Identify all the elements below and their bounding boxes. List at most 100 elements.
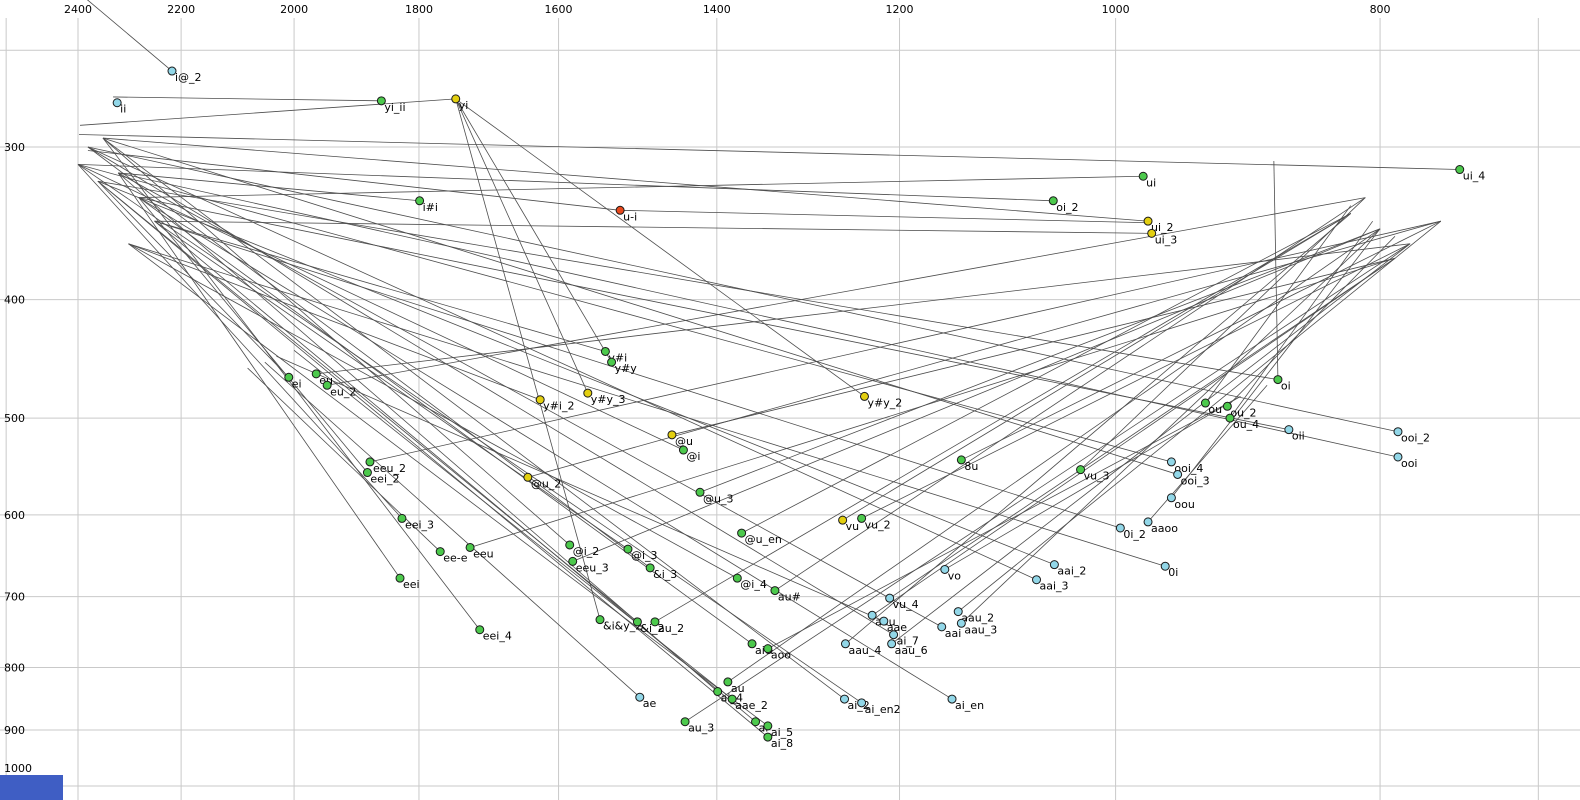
data-point bbox=[475, 625, 485, 635]
trajectory-line bbox=[118, 172, 1399, 458]
data-point-label: ai_en bbox=[955, 699, 984, 712]
data-point bbox=[947, 694, 957, 704]
trajectory-line bbox=[154, 220, 606, 352]
data-point bbox=[867, 610, 877, 620]
x-tick-label: 1600 bbox=[545, 3, 573, 16]
data-point-label: eei_3 bbox=[405, 518, 434, 531]
data-point bbox=[763, 721, 773, 731]
data-point-label: vu_2 bbox=[865, 518, 891, 531]
data-point-label: au bbox=[731, 682, 745, 695]
trajectory-line bbox=[871, 257, 1396, 616]
data-point bbox=[1147, 228, 1157, 238]
data-point bbox=[1143, 517, 1153, 527]
data-point-label: ei bbox=[292, 377, 302, 390]
data-point-label: aau_3 bbox=[964, 623, 997, 636]
data-point bbox=[713, 687, 723, 697]
trajectory-line bbox=[79, 98, 456, 126]
trajectory-line bbox=[97, 180, 1055, 566]
data-point-label: ou bbox=[1208, 403, 1222, 416]
trajectory-line bbox=[97, 180, 1278, 380]
data-point-label: yi_ii bbox=[384, 101, 405, 114]
data-point bbox=[607, 357, 617, 367]
data-point-label: eei_4 bbox=[483, 630, 512, 643]
data-point bbox=[395, 573, 405, 583]
x-tick-label: 1800 bbox=[405, 3, 433, 16]
data-point bbox=[857, 698, 867, 708]
trajectory-line bbox=[117, 172, 718, 692]
data-point-label: aau_4 bbox=[848, 644, 881, 657]
trajectory-line bbox=[117, 172, 942, 628]
x-tick-label: 2400 bbox=[64, 3, 92, 16]
data-point bbox=[956, 455, 966, 465]
data-point-label: @u_en bbox=[745, 533, 782, 546]
trajectory-line bbox=[77, 164, 1172, 463]
data-point bbox=[322, 380, 332, 390]
trajectory-line bbox=[727, 228, 1381, 683]
data-point-label: ui_4 bbox=[1463, 170, 1486, 183]
data-point-label: &i_2 bbox=[640, 622, 664, 635]
corner-swatch bbox=[0, 775, 63, 800]
data-point-label: eeu bbox=[473, 547, 494, 560]
trajectory-line bbox=[671, 257, 1396, 436]
data-point bbox=[1284, 425, 1294, 435]
data-point-label: ii bbox=[120, 103, 126, 116]
data-point bbox=[365, 457, 375, 467]
trajectory-line bbox=[684, 243, 1411, 723]
data-point-label: ai_7 bbox=[897, 635, 919, 648]
x-tick-label: 2000 bbox=[280, 3, 308, 16]
data-point bbox=[747, 639, 757, 649]
data-point bbox=[838, 515, 848, 525]
data-point-label: ooi_2 bbox=[1401, 432, 1430, 445]
data-point-label: ai_en2 bbox=[865, 703, 901, 716]
trajectory-line bbox=[889, 257, 1396, 599]
data-point bbox=[1225, 413, 1235, 423]
data-point bbox=[1166, 457, 1176, 467]
data-point-label: ou_2 bbox=[1230, 406, 1256, 419]
data-point bbox=[1200, 398, 1210, 408]
data-point bbox=[376, 96, 386, 106]
data-point bbox=[583, 388, 593, 398]
data-point-label: aoo bbox=[771, 649, 791, 662]
trajectory-line bbox=[128, 243, 738, 579]
data-point-label: eeu_3 bbox=[576, 561, 609, 574]
data-point-label: y#i_2 bbox=[543, 400, 574, 413]
y-tick-label: 800 bbox=[4, 662, 25, 675]
trajectory-line bbox=[102, 137, 570, 546]
data-point-label: vu bbox=[846, 520, 859, 533]
data-point bbox=[645, 563, 655, 573]
y-tick-label: 900 bbox=[4, 724, 25, 737]
trajectory-line bbox=[102, 137, 481, 630]
data-point bbox=[840, 639, 850, 649]
y-tick-label: 700 bbox=[4, 591, 25, 604]
trajectory-line bbox=[86, 0, 173, 72]
data-point bbox=[1049, 560, 1059, 570]
trajectory-line bbox=[128, 243, 769, 727]
trajectory-line bbox=[961, 228, 1381, 624]
data-point-label: eu_2 bbox=[330, 385, 356, 398]
data-point-label: ee-e bbox=[443, 552, 468, 565]
data-point-label: @u bbox=[675, 435, 693, 448]
trajectory-line bbox=[861, 243, 1411, 519]
data-point bbox=[635, 692, 645, 702]
trajectory-line bbox=[102, 137, 845, 700]
data-point-label: &i_3 bbox=[653, 568, 677, 581]
data-point bbox=[565, 540, 575, 550]
data-point-label: ui bbox=[1146, 176, 1156, 189]
data-point-label: y#y bbox=[615, 362, 638, 375]
data-point-label: @u_3 bbox=[703, 492, 733, 505]
data-point-label: @i bbox=[686, 450, 700, 463]
data-point-label: oii bbox=[1292, 430, 1305, 443]
data-point bbox=[167, 66, 177, 76]
data-point bbox=[667, 430, 677, 440]
data-point bbox=[650, 617, 660, 627]
data-point bbox=[1273, 375, 1283, 385]
data-point bbox=[678, 445, 688, 455]
data-point-label: aai_2 bbox=[1057, 565, 1086, 578]
data-point bbox=[727, 694, 737, 704]
trajectory-line bbox=[97, 180, 290, 378]
data-point bbox=[680, 717, 690, 727]
data-point bbox=[284, 372, 294, 382]
trajectory-line bbox=[1273, 160, 1279, 380]
data-point bbox=[623, 544, 633, 554]
